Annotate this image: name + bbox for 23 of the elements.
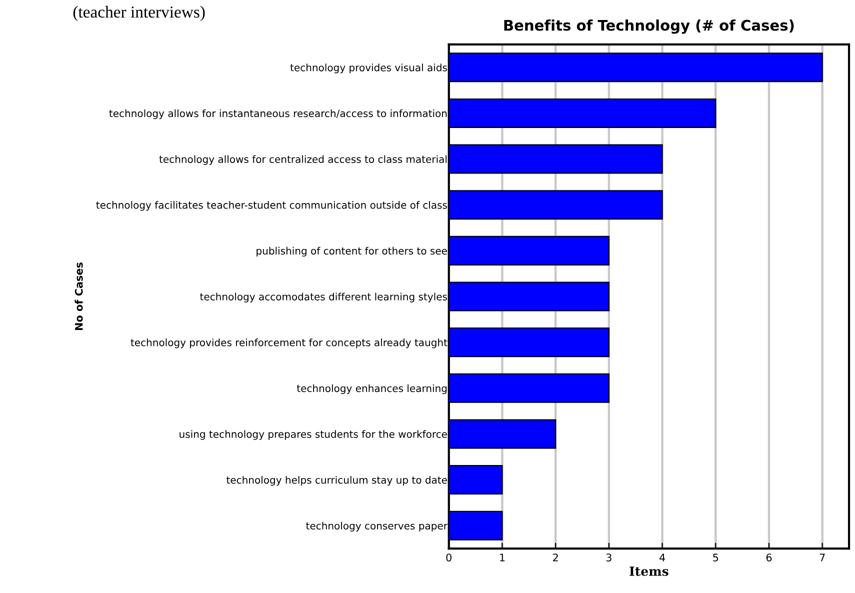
y-tick-label: technology enhances learning <box>296 384 447 394</box>
x-tick-label: 1 <box>500 554 505 562</box>
x-tick-label: 2 <box>553 554 558 562</box>
y-tick-label: technology allows for centralized access to class material <box>159 155 447 165</box>
x-tick-label: 5 <box>713 554 718 562</box>
y-tick-label: technology provides visual aids <box>290 64 447 74</box>
y-tick-label: publishing of content for others to see <box>256 246 447 257</box>
y-axis-title: No of Cases <box>74 262 83 330</box>
y-tick-label: technology conserves paper <box>306 522 448 532</box>
y-tick-label: technology accomodates different learning styles <box>200 292 447 302</box>
x-tick-label: 7 <box>820 554 825 562</box>
x-tick-label: 6 <box>766 554 772 562</box>
y-tick-label: technology provides reinforcement for concepts already taught <box>130 338 448 348</box>
chart-title: Benefits of Technology (# of Cases) <box>504 20 794 34</box>
x-tick-label: 3 <box>606 554 612 562</box>
y-tick-label: technology helps curriculum stay up to date <box>226 476 447 486</box>
y-tick-label: technology facilitates teacher-student communication outside of class <box>96 201 447 211</box>
text: (teacher interviews) <box>73 6 205 22</box>
x-tick-label: 0 <box>446 554 452 562</box>
y-tick-label: technology allows for instantaneous research/access to information <box>109 109 447 120</box>
y-tick-label: using technology prepares students for the workforce <box>180 430 447 440</box>
x-tick-label: 4 <box>659 554 666 562</box>
x-axis-title: Items <box>630 566 668 576</box>
